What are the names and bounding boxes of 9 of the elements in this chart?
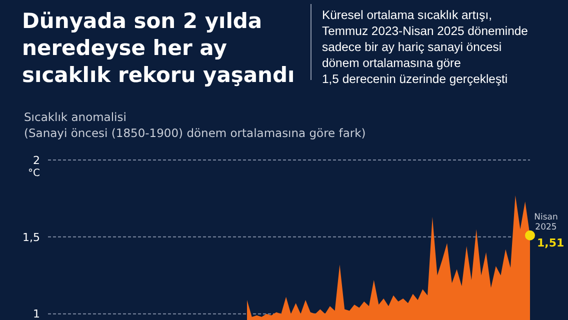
text: °C [28,168,40,179]
chart-subtitle: Küresel ortalama sıcaklık artışı, Temmuz 2023-Nisan 2025 döneminde sadece bir ay hariç sanayi öncesi dönem ortalamasına göre 1,5 derecenin üzerinde gerçekleşti [322,8,528,86]
chart-title: Dünyada son 2 yılda neredeyse her ay sıcaklık rekoru yaşandı [22,9,295,87]
y-tick-label: 1,5 [22,230,40,244]
data-label: 1,51 [537,236,564,250]
y-tick-label: 1 [33,308,40,320]
y-axis-title: Sıcaklık anomalisi (Sanayi öncesi (1850-1900) dönem ortalamasına göre fark) [24,110,366,140]
text: Nisan 2025 [534,212,558,232]
y-tick-label: 2 [33,154,40,167]
